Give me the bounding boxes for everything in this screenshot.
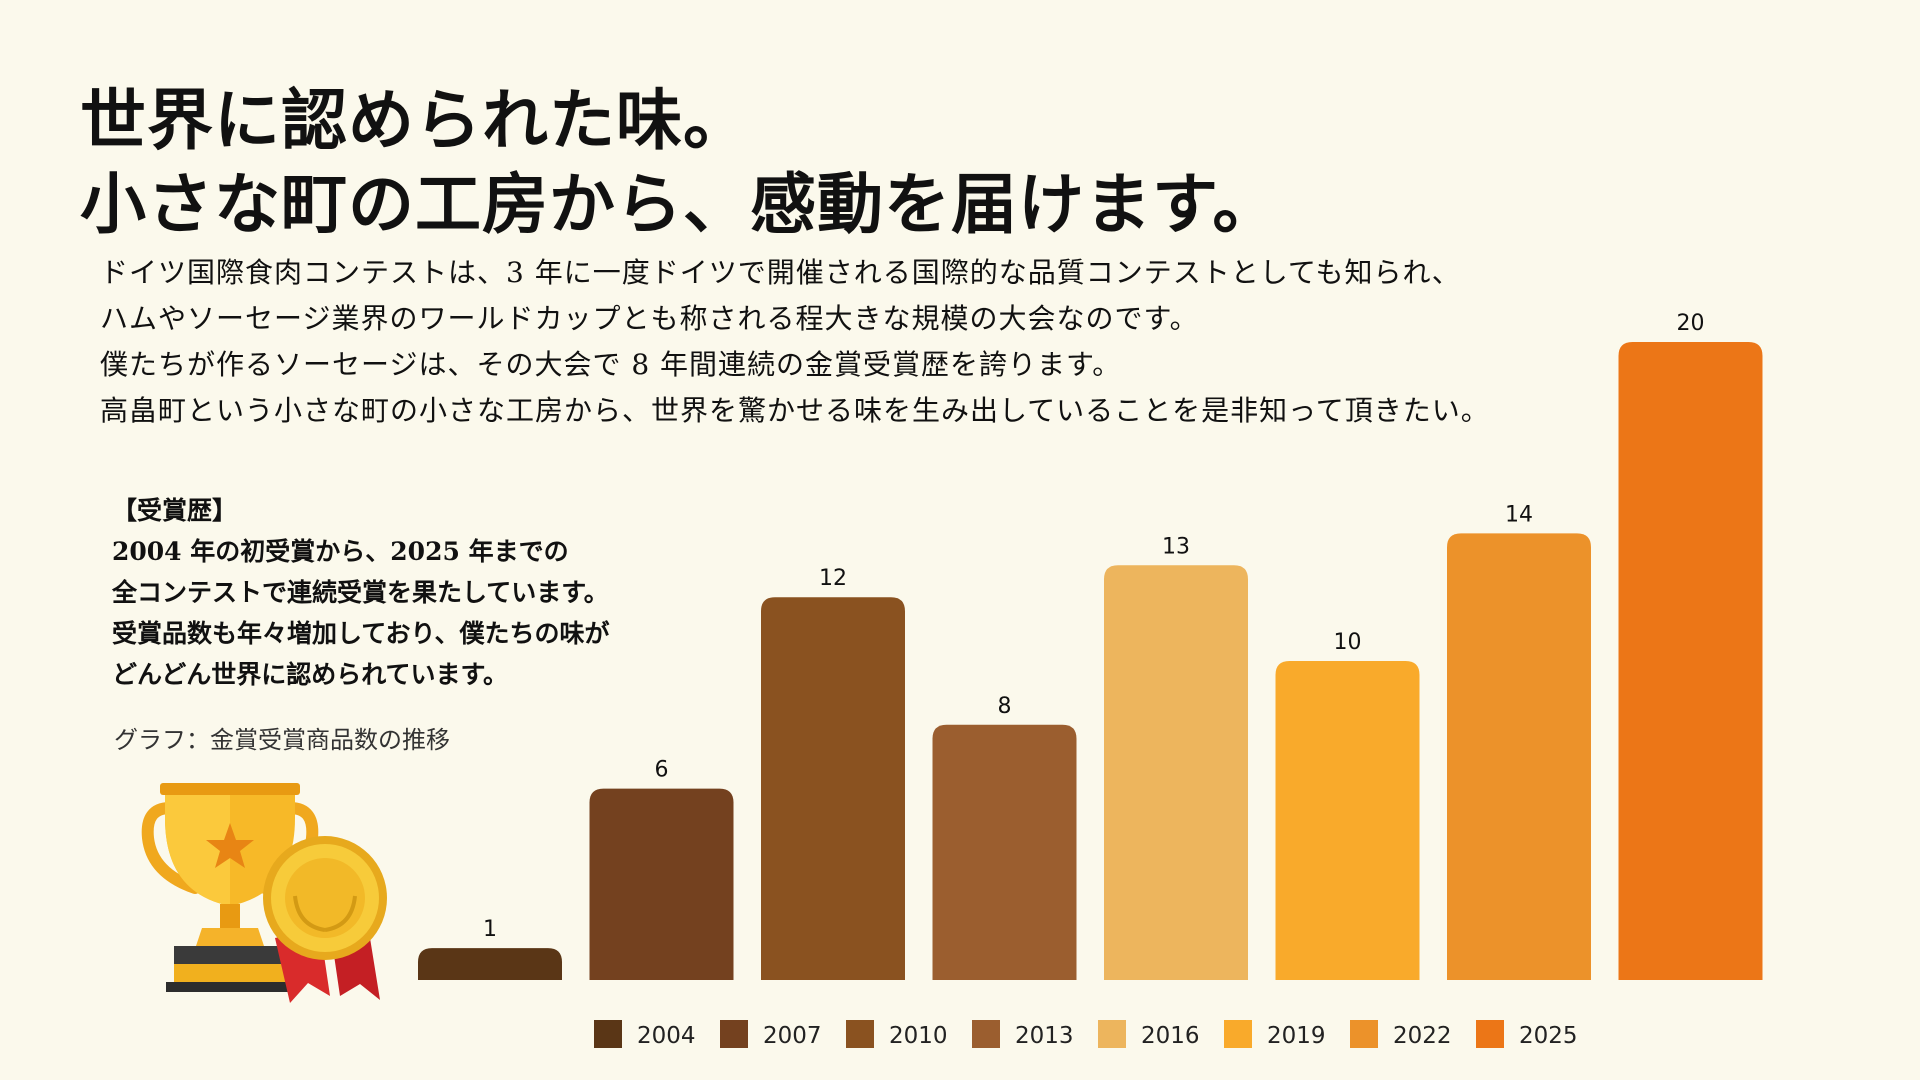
data-label-2019: 10 <box>1334 630 1362 655</box>
legend-label-2010: 2010 <box>889 1023 948 1049</box>
bar-2019 <box>1275 661 1420 980</box>
legend-swatch-2025 <box>1476 1020 1504 1048</box>
legend-label-2007: 2007 <box>763 1023 822 1049</box>
legend-label-2004: 2004 <box>637 1023 696 1049</box>
bar-2022 <box>1447 533 1591 980</box>
bar-2013 <box>932 724 1077 980</box>
legend-label-2022: 2022 <box>1393 1023 1452 1049</box>
award-line: どんどん世界に認められています。 <box>112 660 509 689</box>
legend-label-2025: 2025 <box>1519 1023 1578 1049</box>
bar-2007 <box>589 788 734 980</box>
data-label-2010: 12 <box>819 566 847 591</box>
trophy-icon <box>141 783 387 1003</box>
legend-swatch-2007 <box>720 1020 748 1048</box>
legend-swatch-2019 <box>1224 1020 1252 1048</box>
bar-2016 <box>1104 565 1248 980</box>
data-label-2022: 14 <box>1505 502 1533 527</box>
graph-caption: グラフ：金賞受賞商品数の推移 <box>114 726 450 754</box>
legend-label-2013: 2013 <box>1015 1023 1074 1049</box>
bar-2025 <box>1618 342 1763 980</box>
intro-line: ドイツ国際食肉コンテストは、3 年に一度ドイツで開催される国際的な品質コンテスト… <box>100 256 1461 289</box>
bar-2004 <box>418 948 562 980</box>
data-label-2013: 8 <box>998 694 1012 719</box>
award-line: 2004 年の初受賞から、2025 年までの <box>112 537 569 566</box>
intro-paragraph: ドイツ国際食肉コンテストは、3 年に一度ドイツで開催される国際的な品質コンテスト… <box>100 250 1490 434</box>
data-label-2007: 6 <box>655 758 669 783</box>
data-label-2004: 1 <box>483 917 497 942</box>
data-label-2025: 20 <box>1677 311 1705 336</box>
intro-line: ハムやソーセージ業界のワールドカップとも称される程大きな規模の大会なのです。 <box>100 302 1199 335</box>
intro-line: 僕たちが作るソーセージは、その大会で 8 年間連続の金賞受賞歴を誇ります。 <box>100 348 1122 381</box>
headline-line-2: 小さな町の工房から、感動を届けます。 <box>80 165 1280 243</box>
legend-swatch-2010 <box>846 1020 874 1048</box>
award-heading: 【受賞歴】 <box>112 496 238 525</box>
legend-swatch-2004 <box>594 1020 622 1048</box>
bar-2010 <box>761 597 905 980</box>
award-line: 全コンテストで連続受賞を果たしています。 <box>112 578 609 607</box>
legend-swatch-2013 <box>972 1020 1000 1048</box>
legend-swatch-2016 <box>1098 1020 1126 1048</box>
intro-line: 高畠町という小さな町の小さな工房から、世界を驚かせる味を生み出していることを是非… <box>100 394 1490 427</box>
headline: 世界に認められた味。 小さな町の工房から、感動を届けます。 <box>80 78 1279 246</box>
gold-medal-icon <box>263 836 387 1003</box>
legend-label-2019: 2019 <box>1267 1023 1326 1049</box>
award-history: 【受賞歴】 2004 年の初受賞から、2025 年までの 全コンテストで連続受賞… <box>112 490 610 695</box>
legend-label-2016: 2016 <box>1141 1023 1200 1049</box>
data-label-2016: 13 <box>1162 534 1190 559</box>
legend-swatch-2022 <box>1350 1020 1378 1048</box>
headline-line-1: 世界に認められた味。 <box>80 81 750 159</box>
award-line: 受賞品数も年々増加しており、僕たちの味が <box>112 619 610 648</box>
